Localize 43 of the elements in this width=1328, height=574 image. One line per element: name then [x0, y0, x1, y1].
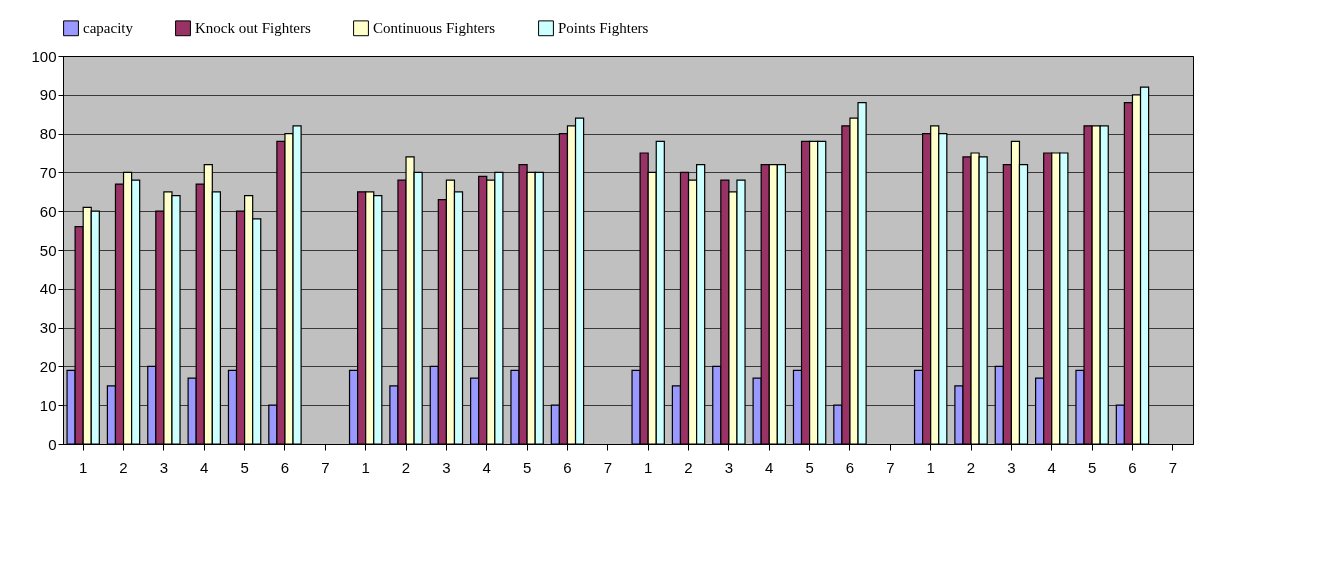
y-tick-label: 20: [39, 357, 57, 375]
y-tick-label: 100: [31, 47, 57, 65]
x-tick-label: 2: [684, 458, 693, 476]
x-tick-label: 6: [1128, 458, 1137, 476]
x-tick-label: 6: [280, 458, 290, 476]
x-tick-label: 5: [805, 458, 814, 476]
y-tick-label: 90: [39, 86, 57, 104]
x-tick-label: 2: [966, 458, 976, 476]
x-tick-label: 1: [79, 458, 88, 476]
x-tick-label: 5: [1087, 458, 1097, 476]
x-tick-label: 3: [1007, 458, 1016, 476]
x-tick-label: 5: [522, 458, 532, 476]
y-tick-label: 70: [39, 163, 57, 181]
x-tick-label: 1: [361, 458, 370, 476]
y-tick-label: 10: [39, 396, 57, 414]
legend-label: capacity: [83, 20, 134, 37]
x-tick-label: 4: [1047, 458, 1056, 476]
x-tick-label: 2: [119, 458, 128, 476]
x-tick-label: 1: [926, 458, 935, 476]
x-tick-label: 6: [563, 458, 572, 476]
y-tick-label: 60: [39, 202, 57, 220]
x-tick-label: 7: [886, 458, 895, 476]
x-tick-label: 7: [321, 458, 330, 476]
x-tick-label: 4: [200, 458, 209, 476]
y-tick-label: 50: [39, 241, 57, 259]
legend-label: Points Fighters: [558, 20, 649, 37]
x-tick-label: 6: [845, 458, 855, 476]
x-tick-label: 7: [1168, 458, 1177, 476]
y-tick-label: 80: [39, 125, 57, 143]
legend-label: Continuous Fighters: [373, 20, 496, 37]
y-tick-label: 30: [39, 319, 57, 337]
x-tick-label: 4: [482, 458, 491, 476]
y-tick-label: 0: [48, 435, 57, 453]
x-tick-label: 5: [240, 458, 249, 476]
x-tick-label: 7: [603, 458, 612, 476]
x-tick-label: 1: [644, 458, 653, 476]
y-tick-label: 40: [39, 280, 57, 298]
x-tick-label: 4: [765, 458, 774, 476]
legend-label: Knock out Fighters: [195, 20, 311, 37]
x-tick-label: 3: [724, 458, 734, 476]
x-tick-label: 3: [159, 458, 169, 476]
x-tick-label: 2: [401, 458, 411, 476]
x-tick-label: 3: [442, 458, 451, 476]
